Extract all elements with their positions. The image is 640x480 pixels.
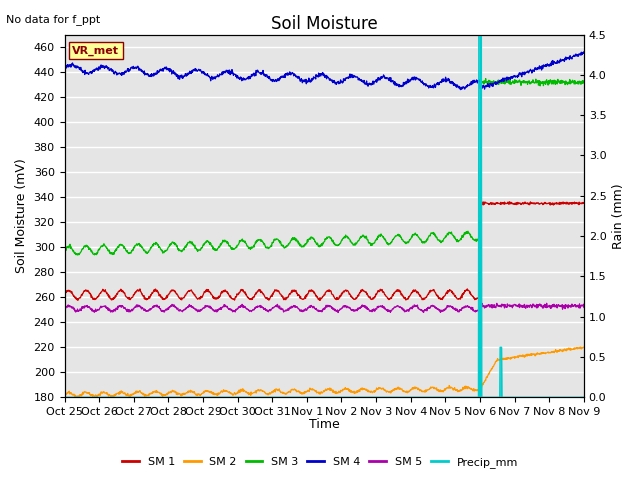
Precip_mm <box>234 395 242 400</box>
SM 1 <box>316 298 324 303</box>
SM 1 <box>234 292 242 298</box>
SM 4 <box>404 78 412 84</box>
SM 3 <box>74 252 81 258</box>
SM 5 <box>176 307 184 312</box>
Precip_mm <box>472 395 480 400</box>
SM 1 <box>473 296 481 302</box>
SM 5 <box>234 306 242 312</box>
Y-axis label: Rain (mm): Rain (mm) <box>612 183 625 249</box>
SM 1 <box>176 296 184 301</box>
SM 3 <box>164 246 172 252</box>
SM 2 <box>518 352 526 358</box>
SM 2 <box>61 392 68 397</box>
SM 4 <box>580 49 588 55</box>
SM 1 <box>61 291 68 297</box>
SM 4 <box>234 74 242 80</box>
Line: SM 2: SM 2 <box>65 347 584 397</box>
Precip_mm <box>518 395 526 400</box>
SM 1 <box>164 295 172 300</box>
Precip_mm <box>164 395 172 400</box>
SM 3 <box>580 80 588 85</box>
SM 5 <box>473 308 481 313</box>
SM 5 <box>164 307 172 312</box>
Text: VR_met: VR_met <box>72 46 119 56</box>
SM 5 <box>543 300 550 306</box>
SM 3 <box>235 241 243 247</box>
SM 2 <box>177 392 184 397</box>
SM 4 <box>176 73 184 79</box>
Line: SM 3: SM 3 <box>65 79 584 255</box>
X-axis label: Time: Time <box>309 419 340 432</box>
SM 1 <box>506 199 513 204</box>
SM 3 <box>482 76 490 82</box>
Line: SM 4: SM 4 <box>65 52 584 90</box>
SM 2 <box>473 388 481 394</box>
Y-axis label: Soil Moisture (mV): Soil Moisture (mV) <box>15 158 28 273</box>
SM 1 <box>519 200 527 205</box>
SM 4 <box>456 87 464 93</box>
Text: No data for f_ppt: No data for f_ppt <box>6 14 100 25</box>
Precip_mm <box>404 395 412 400</box>
SM 3 <box>61 250 68 255</box>
SM 2 <box>235 389 243 395</box>
SM 3 <box>519 79 527 85</box>
Precip_mm <box>580 395 588 400</box>
SM 1 <box>580 200 588 206</box>
SM 1 <box>405 295 413 300</box>
SM 4 <box>473 77 481 83</box>
Legend: SM 1, SM 2, SM 3, SM 4, SM 5, Precip_mm: SM 1, SM 2, SM 3, SM 4, SM 5, Precip_mm <box>118 452 522 472</box>
SM 4 <box>518 69 526 75</box>
Line: Precip_mm: Precip_mm <box>65 35 584 397</box>
Precip_mm <box>61 395 68 400</box>
SM 5 <box>61 306 68 312</box>
SM 2 <box>405 388 413 394</box>
SM 4 <box>164 66 172 72</box>
Precip_mm <box>475 32 483 37</box>
SM 2 <box>164 391 172 397</box>
SM 3 <box>177 248 184 253</box>
SM 5 <box>334 310 342 315</box>
SM 4 <box>61 65 68 71</box>
Line: SM 5: SM 5 <box>65 303 584 312</box>
Title: Soil Moisture: Soil Moisture <box>271 15 378 33</box>
SM 2 <box>74 394 82 400</box>
SM 2 <box>580 345 588 350</box>
Precip_mm <box>176 395 184 400</box>
SM 3 <box>405 239 413 245</box>
Line: SM 1: SM 1 <box>65 202 584 300</box>
SM 5 <box>405 309 413 314</box>
SM 5 <box>518 303 526 309</box>
SM 3 <box>473 239 481 244</box>
SM 5 <box>580 305 588 311</box>
SM 2 <box>577 344 584 350</box>
